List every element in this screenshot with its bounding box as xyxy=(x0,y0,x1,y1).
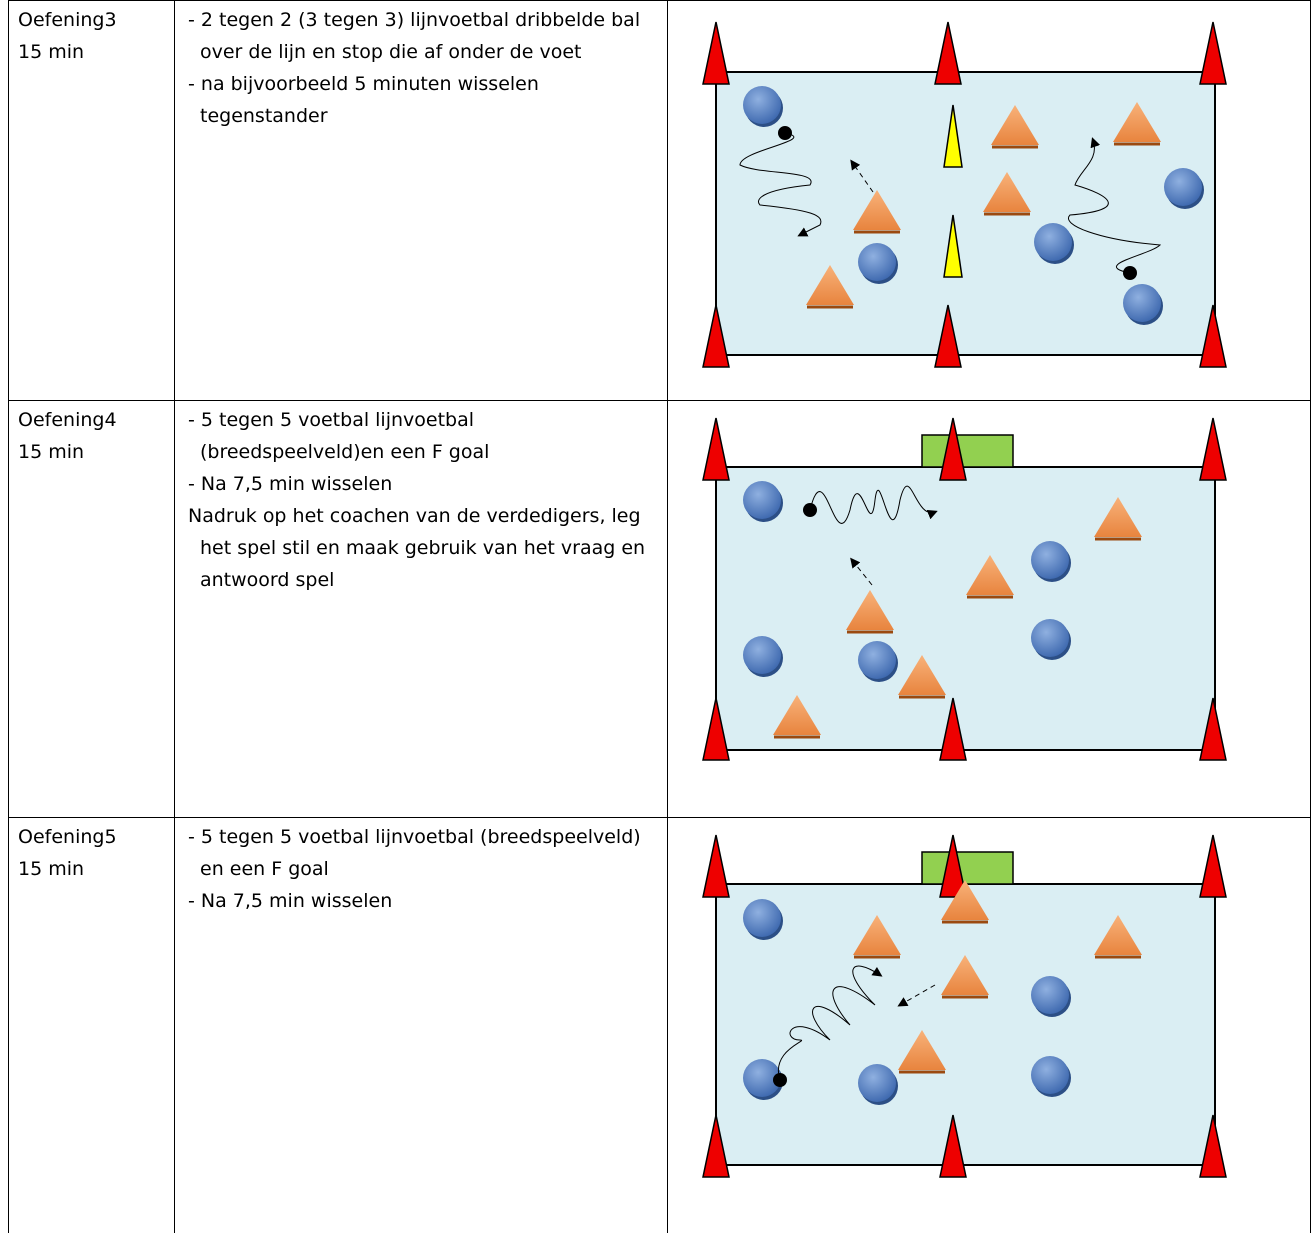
border xyxy=(174,0,175,1233)
border xyxy=(8,400,1311,401)
description-line: - Na 7,5 min wisselen xyxy=(188,473,393,495)
exercise-name: Oefening4 xyxy=(18,409,117,431)
border xyxy=(1310,0,1311,1233)
description-line: - 2 tegen 2 (3 tegen 3) lijnvoetbal drib… xyxy=(188,9,641,63)
exercise-cell: Oefening5 15 min xyxy=(8,817,174,889)
description-cell: - 5 tegen 5 voetbal lijnvoetbal (breedsp… xyxy=(174,817,667,921)
description-line: - 5 tegen 5 voetbal lijnvoetbal (breedsp… xyxy=(188,409,490,463)
exercise-name: Oefening5 xyxy=(18,826,117,848)
description-cell: - 5 tegen 5 voetbal lijnvoetbal (breedsp… xyxy=(174,400,667,600)
duration: 15 min xyxy=(18,441,85,463)
description-line: - Na 7,5 min wisselen xyxy=(188,890,393,912)
border xyxy=(8,0,1311,1)
exercise-cell: Oefening4 15 min xyxy=(8,400,174,472)
description-line: - na bijvoorbeeld 5 minuten wisselen teg… xyxy=(188,73,539,127)
description-line: - 5 tegen 5 voetbal lijnvoetbal (breedsp… xyxy=(188,826,641,880)
exercise-cell: Oefening3 15 min xyxy=(8,0,174,72)
exercise-name: Oefening3 xyxy=(18,9,117,31)
duration: 15 min xyxy=(18,41,85,63)
description-line: Nadruk op het coachen van de verdedigers… xyxy=(188,505,646,591)
border xyxy=(8,817,1311,818)
border xyxy=(8,0,9,1233)
description-cell: - 2 tegen 2 (3 tegen 3) lijnvoetbal drib… xyxy=(174,0,667,136)
duration: 15 min xyxy=(18,858,85,880)
border xyxy=(667,0,668,1233)
